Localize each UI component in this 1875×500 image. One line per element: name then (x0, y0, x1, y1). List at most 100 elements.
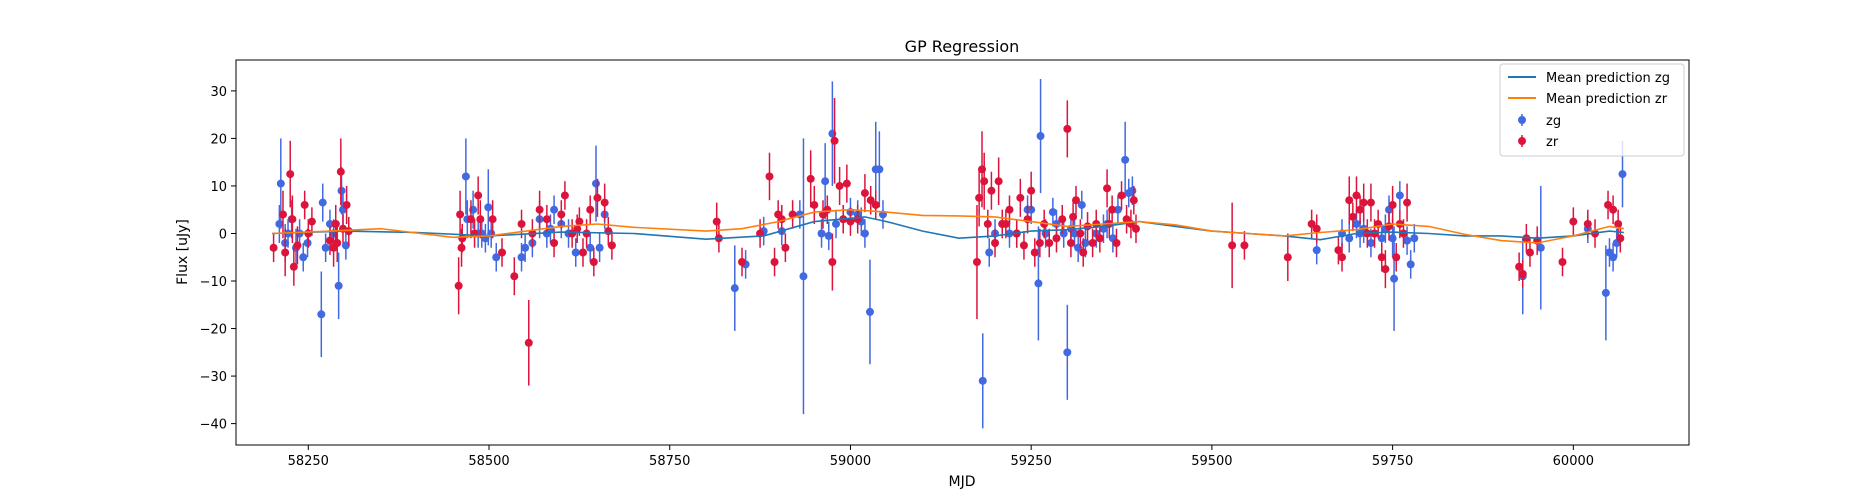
point-zr (1095, 234, 1104, 243)
point-zr (1030, 248, 1039, 257)
point-zr (1083, 222, 1092, 231)
point-zr (712, 217, 721, 226)
point-zr (1399, 229, 1408, 238)
mean-prediction-zr (272, 208, 1625, 244)
point-zr (1129, 196, 1138, 205)
chart-title: GP Regression (905, 37, 1020, 56)
point-zg (550, 205, 559, 214)
legend-marker-zg (1518, 114, 1526, 126)
x-tick-label: 58500 (468, 454, 509, 469)
point-zg (730, 284, 739, 293)
point-zr (1616, 234, 1625, 243)
point-zg (1377, 234, 1386, 243)
point-zr (542, 215, 551, 224)
point-zr (586, 205, 595, 214)
point-zr (307, 217, 316, 226)
point-zg (484, 203, 493, 212)
series-zr (269, 98, 1625, 386)
point-zr (1558, 258, 1567, 267)
point-zr (1345, 196, 1354, 205)
point-zg (521, 243, 530, 252)
legend-point (1518, 137, 1526, 145)
point-zr (738, 258, 747, 267)
point-zr (557, 210, 566, 219)
point-zg (341, 241, 350, 250)
x-axis: 58250 58500 58750 59000 59250 59500 59750 60000 (288, 445, 1594, 469)
point-zr (342, 200, 351, 209)
legend-marker-zr (1518, 135, 1526, 147)
point-zr (1392, 253, 1401, 262)
point-zg (1406, 260, 1415, 269)
point-zr (975, 193, 984, 202)
point-zr (1052, 234, 1061, 243)
point-zg (817, 229, 826, 238)
point-zg (1536, 243, 1545, 252)
point-zr (835, 181, 844, 190)
point-zr (1312, 224, 1321, 233)
point-zr (1348, 212, 1357, 221)
y-tick-label: −40 (200, 418, 227, 433)
point-zr (1117, 191, 1126, 200)
point-zr (286, 170, 295, 179)
y-tick-label: 20 (210, 132, 227, 147)
point-zr (593, 193, 602, 202)
point-zr (781, 243, 790, 252)
point-zr (991, 238, 1000, 247)
point-zr (456, 210, 465, 219)
plot-area (269, 79, 1627, 429)
point-zr (524, 338, 533, 347)
point-zr (1112, 238, 1121, 247)
point-zg (1352, 219, 1361, 228)
legend-label-zr-points: zr (1546, 135, 1559, 150)
point-zg (276, 179, 285, 188)
point-zg (317, 310, 326, 319)
x-tick-label: 59500 (1191, 454, 1232, 469)
point-zr (1069, 212, 1078, 221)
point-zr (304, 229, 313, 238)
point-zr (983, 219, 992, 228)
point-zr (1359, 198, 1368, 207)
point-zr (842, 179, 851, 188)
y-tick-label: −10 (200, 275, 227, 290)
point-zr (289, 262, 298, 271)
point-zr (1366, 198, 1375, 207)
point-zr (1515, 262, 1524, 271)
point-zr (454, 281, 463, 290)
point-zg (571, 248, 580, 257)
point-zg (1034, 279, 1043, 288)
point-zg (1063, 348, 1072, 357)
point-zr (535, 205, 544, 214)
point-zr (980, 177, 989, 186)
point-zr (1035, 238, 1044, 247)
point-zg (1113, 205, 1122, 214)
point-zr (823, 205, 832, 214)
point-zg (1036, 132, 1045, 141)
point-zr (466, 215, 475, 224)
point-zr (1058, 215, 1067, 224)
y-tick-label: −20 (200, 323, 227, 338)
point-zr (1088, 238, 1097, 247)
point-zr (1609, 205, 1618, 214)
point-zr (1283, 253, 1292, 262)
point-zr (269, 243, 278, 252)
point-zr (1079, 248, 1088, 257)
plot-frame (235, 59, 1690, 446)
point-zg (318, 198, 327, 207)
point-zg (831, 219, 840, 228)
point-zr (510, 272, 519, 281)
point-zr (1388, 200, 1397, 209)
point-zr (1518, 269, 1527, 278)
point-zr (853, 215, 862, 224)
point-zr (1027, 186, 1036, 195)
point-zr (607, 241, 616, 250)
y-tick-label: 10 (210, 180, 227, 195)
point-zg (865, 307, 874, 316)
point-zr (333, 238, 342, 247)
legend-label-zg-points: zg (1546, 114, 1561, 129)
point-zg (821, 177, 830, 186)
point-zr (810, 200, 819, 209)
mean-prediction-zg (272, 216, 1624, 241)
x-tick-label: 59250 (1010, 454, 1051, 469)
point-zr (476, 215, 485, 224)
